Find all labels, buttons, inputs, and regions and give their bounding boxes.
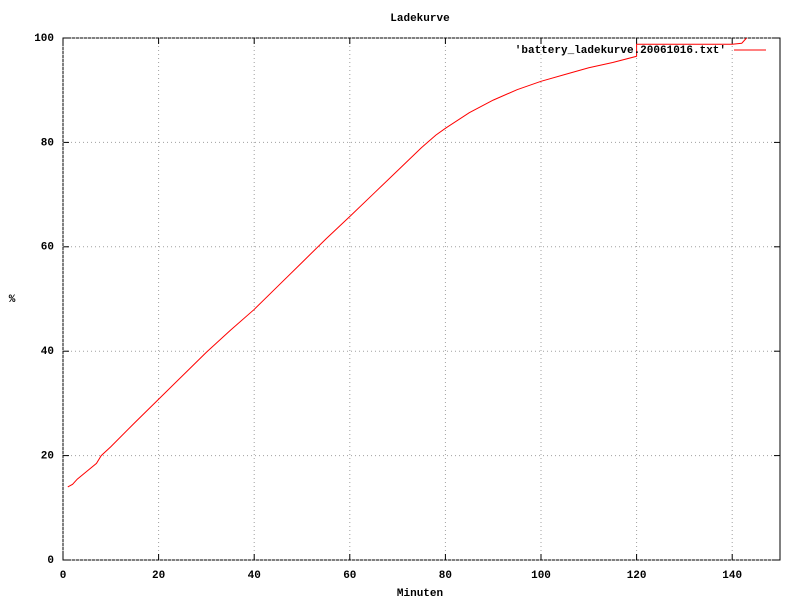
x-tick-label: 0 xyxy=(60,570,67,582)
data-line xyxy=(67,37,747,488)
y-tick-label: 40 xyxy=(41,346,54,358)
x-axis-label: Minuten xyxy=(397,588,443,600)
x-tick-label: 140 xyxy=(722,570,742,582)
y-tick-label: 80 xyxy=(41,137,54,149)
y-tick-label: 0 xyxy=(47,555,54,567)
chart-title: Ladekurve xyxy=(390,13,450,25)
x-tick-label: 100 xyxy=(531,570,551,582)
y-tick-label: 100 xyxy=(34,33,54,45)
x-tick-label: 120 xyxy=(627,570,647,582)
x-tick-label: 40 xyxy=(248,570,261,582)
legend-label: 'battery_ladekurve.20061016.txt' xyxy=(515,45,726,57)
y-tick-label: 20 xyxy=(41,451,54,463)
y-tick-label: 60 xyxy=(41,242,54,254)
plot-frame xyxy=(62,37,781,561)
x-tick-label: 20 xyxy=(152,570,165,582)
x-tick-label: 60 xyxy=(343,570,356,582)
x-tick-label: 80 xyxy=(439,570,452,582)
y-axis-label: % xyxy=(9,294,16,306)
